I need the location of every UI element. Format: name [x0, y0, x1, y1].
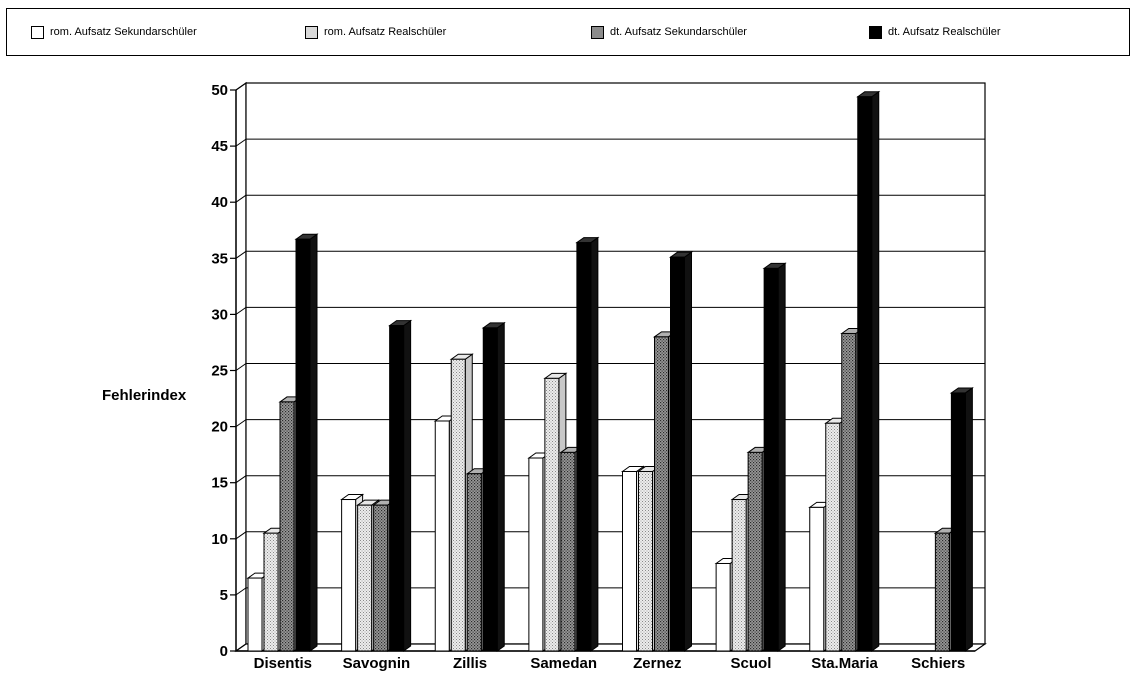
gridline-diag — [235, 250, 247, 259]
category-label: Disentis — [254, 655, 312, 672]
bar-front — [731, 499, 747, 652]
bar-side — [777, 262, 786, 652]
y-tick-label: 15 — [211, 475, 228, 492]
category-label: Sta.Maria — [811, 655, 878, 672]
bar-Disentis-4 — [294, 233, 319, 652]
bar-front — [450, 358, 466, 652]
gridline-diag — [235, 138, 247, 147]
gridline-diag — [235, 363, 247, 371]
bar-front — [638, 470, 653, 652]
bar-front — [263, 532, 279, 652]
legend-swatch-series-4 — [869, 25, 882, 39]
bar-front — [482, 327, 498, 652]
category-label: Scuol — [731, 655, 772, 672]
legend-swatch-series-3 — [591, 25, 604, 39]
y-tick-label: 25 — [211, 363, 228, 380]
bar-front — [279, 401, 295, 652]
bar-Schiers-4 — [949, 386, 974, 652]
bar-front — [434, 420, 450, 652]
bar-front — [544, 377, 560, 652]
legend-label-series-3: dt. Aufsatz Sekundarschüler — [610, 26, 747, 38]
bar-front — [389, 325, 405, 652]
bar-Zernez-4 — [668, 251, 694, 652]
bar-front — [654, 336, 669, 652]
y-tick-label: 30 — [211, 306, 228, 323]
category-label: Schiers — [911, 655, 965, 672]
bar-front — [576, 242, 592, 652]
bar-front — [295, 238, 311, 652]
bar-front — [622, 470, 637, 652]
bar-side — [309, 233, 318, 652]
bar-front — [809, 506, 825, 652]
bar-front — [763, 267, 779, 652]
bar-side — [590, 236, 599, 652]
y-tick-label: 10 — [211, 531, 228, 548]
bar-Sta.Maria-4 — [856, 90, 881, 652]
legend-item-series-4: dt. Aufsatz Realschüler — [869, 25, 1001, 39]
bar-front — [841, 332, 857, 652]
bar-front — [670, 256, 685, 652]
bar-front — [560, 451, 576, 652]
bar-front — [528, 457, 544, 652]
gridline-diag — [235, 531, 247, 540]
y-tick-label: 0 — [220, 643, 228, 660]
gridline-diag — [235, 587, 247, 596]
gridline-diag — [235, 475, 247, 484]
bar-front — [357, 504, 373, 652]
legend-swatch-series-1 — [31, 25, 44, 39]
chart-legend: rom. Aufsatz Sekundarschüler rom. Aufsat… — [6, 8, 1130, 56]
bar-side — [964, 386, 973, 652]
gridline-diag — [235, 82, 247, 91]
bar-front — [715, 562, 731, 652]
legend-label-series-2: rom. Aufsatz Realschüler — [324, 26, 447, 38]
bars — [246, 90, 974, 652]
category-label: Zernez — [633, 655, 681, 672]
bar-front — [950, 392, 966, 652]
y-tick-label: 50 — [211, 82, 228, 99]
bar-Zillis-4 — [481, 321, 506, 652]
category-label: Zillis — [453, 655, 487, 672]
bar-side — [871, 90, 880, 652]
bar-Samedan-4 — [575, 236, 600, 652]
bar-front — [934, 532, 950, 652]
legend-label-series-1: rom. Aufsatz Sekundarschüler — [50, 26, 197, 38]
bar-front — [857, 96, 873, 652]
bar-side — [684, 251, 692, 652]
category-label: Savognin — [343, 655, 411, 672]
x-axis-categories: Disentis Savognin Zillis Samedan Zernez Scuol… — [254, 655, 966, 672]
gridline-diag — [235, 419, 247, 428]
category-label: Samedan — [530, 655, 597, 672]
y-tick-label: 35 — [211, 250, 228, 267]
bar-Savognin-4 — [388, 319, 413, 652]
bar-front — [466, 473, 482, 652]
legend-label-series-4: dt. Aufsatz Realschüler — [888, 26, 1001, 38]
bar-side — [403, 319, 412, 652]
bar-front — [825, 422, 841, 652]
y-tick-label: 20 — [211, 419, 228, 436]
bar-front — [247, 577, 263, 652]
y-tick-label: 45 — [211, 138, 228, 155]
y-axis-label: Fehlerindex — [102, 387, 187, 404]
y-tick-label: 40 — [211, 194, 228, 211]
bar-front — [341, 499, 357, 652]
gridline-diag — [235, 306, 247, 315]
legend-swatch-series-2 — [305, 25, 318, 39]
gridline-diag — [235, 194, 247, 203]
bar-side — [496, 321, 505, 652]
bar-front — [747, 451, 763, 652]
y-tick-label: 5 — [220, 587, 228, 604]
legend-item-series-1: rom. Aufsatz Sekundarschüler — [31, 25, 197, 39]
bar-front — [373, 504, 389, 652]
legend-item-series-2: rom. Aufsatz Realschüler — [305, 25, 446, 39]
bar-Scuol-4 — [762, 262, 787, 652]
legend-item-series-3: dt. Aufsatz Sekundarschüler — [591, 25, 747, 39]
